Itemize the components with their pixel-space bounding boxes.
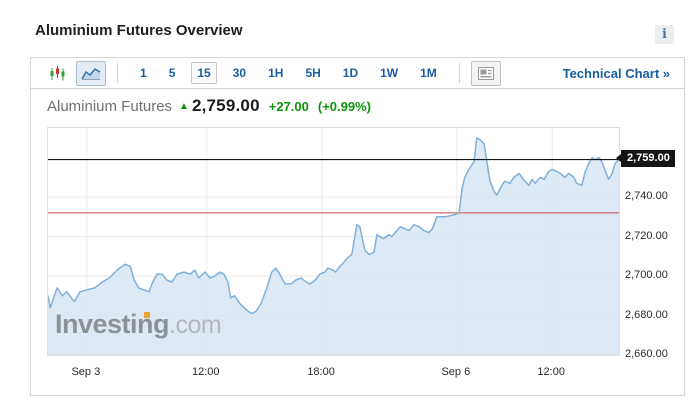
y-axis-label: 2,660.00 <box>625 348 668 360</box>
instrument-price: 2,759.00 <box>191 96 260 115</box>
chart-widget-panel: 1 5 15 30 1H 5H 1D 1W 1M Technical Chart » Alumi… <box>30 57 685 396</box>
instrument-name: Aluminium Futures <box>47 98 173 115</box>
watermark-brand: Investing <box>55 309 170 339</box>
instrument-change: +27.00 <box>268 99 309 114</box>
current-price-badge: 2,759.00 <box>616 149 675 167</box>
price-up-arrow-icon: ▲ <box>179 101 189 112</box>
page-title: Aluminium Futures Overview <box>35 22 243 39</box>
interval-button-5h[interactable]: 5H <box>305 66 321 80</box>
newspaper-glyph <box>477 66 494 80</box>
watermark-logo: Investing.com <box>55 309 222 340</box>
info-icon[interactable]: i <box>655 25 674 44</box>
interval-button-1d[interactable]: 1D <box>342 66 359 80</box>
price-area-fill <box>48 137 619 355</box>
instrument-change-percent: (+0.99%) <box>317 99 371 114</box>
x-axis-label: Sep 6 <box>441 366 471 378</box>
interval-group: 1 5 15 30 1H 5H 1D 1W 1M <box>129 62 448 84</box>
interval-button-1w[interactable]: 1W <box>380 66 399 80</box>
y-axis-label: 2,680.00 <box>625 308 668 321</box>
chart-toolbar: 1 5 15 30 1H 5H 1D 1W 1M Technical Chart » <box>31 58 684 89</box>
area-chart-icon[interactable] <box>76 60 106 86</box>
toolbar-divider <box>117 63 118 83</box>
x-axis-label: Sep 3 <box>71 366 101 378</box>
price-line <box>48 137 619 315</box>
interval-button-5[interactable]: 5 <box>168 66 176 80</box>
candlestick-chart-icon[interactable] <box>47 63 67 83</box>
interval-button-15[interactable]: 15 <box>191 62 217 84</box>
watermark-orange-dot-icon <box>144 312 150 318</box>
technical-chart-link[interactable]: Technical Chart » <box>562 65 670 81</box>
x-axis-label: 18:00 <box>307 366 335 378</box>
interval-button-1h[interactable]: 1H <box>268 66 284 80</box>
instrument-header: Aluminium Futures ▲ 2,759.00 +27.00 (+0.… <box>47 96 371 116</box>
toolbar-divider <box>458 63 460 83</box>
y-axis-label: 2,740.00 <box>625 190 668 203</box>
interval-button-30[interactable]: 30 <box>232 66 247 80</box>
x-axis-label: 12:00 <box>537 366 565 378</box>
x-axis-label: 12:00 <box>191 366 220 378</box>
chart-area: Aluminium Futures ▲ 2,759.00 +27.00 (+0.… <box>31 89 684 396</box>
interval-button-1m[interactable]: 1M <box>420 66 437 80</box>
candlestick-glyph <box>50 65 64 80</box>
price-area-chart <box>48 128 619 355</box>
area-glyph <box>81 67 101 80</box>
y-axis-label: 2,700.00 <box>625 269 668 282</box>
price-plot[interactable] <box>47 127 620 356</box>
news-panel-icon[interactable] <box>470 60 501 86</box>
y-axis-label: 2,720.00 <box>625 229 668 242</box>
interval-button-1[interactable]: 1 <box>140 66 147 80</box>
watermark-suffix: .com <box>169 311 222 339</box>
